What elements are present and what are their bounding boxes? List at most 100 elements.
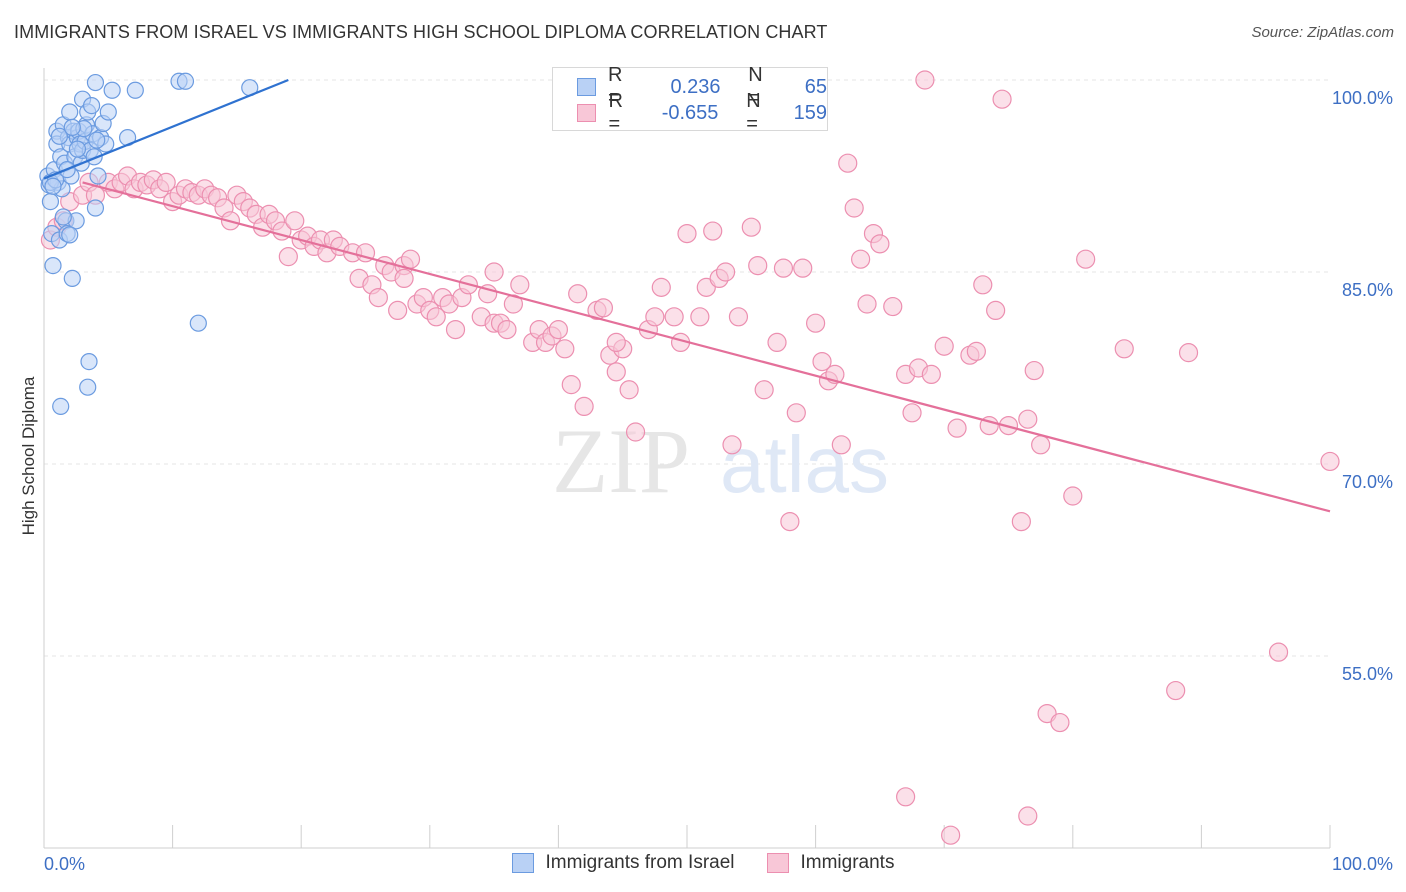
point-israel [99,103,117,121]
point-immigrants [786,403,806,423]
point-immigrants [754,380,774,400]
point-immigrants [548,320,569,340]
point-immigrants [394,268,414,288]
point-immigrants [748,256,768,276]
point-immigrants [677,224,697,244]
point-immigrants [941,825,961,845]
point-immigrants [1268,642,1289,662]
trend-lines [43,78,1331,513]
legend-n-value: 159 [793,101,827,124]
point-immigrants [741,217,761,237]
point-immigrants [1050,712,1070,733]
point-immigrants [1018,806,1038,826]
point-immigrants [484,262,504,282]
point-immigrants [722,435,742,455]
legend-swatch-blue [577,78,596,96]
point-immigrants [445,320,466,340]
point-immigrants [1018,409,1038,429]
point-immigrants [664,307,684,327]
point-immigrants [619,380,639,400]
point-immigrants [1031,435,1051,455]
point-immigrants [703,221,723,241]
point-israel [86,199,105,217]
point-immigrants [870,234,890,254]
point-immigrants [767,332,787,352]
point-immigrants [1178,343,1199,363]
point-immigrants [812,352,832,372]
point-immigrants [400,249,421,269]
point-immigrants [1024,360,1044,381]
point-israel [61,226,79,244]
legend-row-israel: R = 0.236 N = 65 [577,64,827,109]
point-immigrants [497,320,517,340]
point-immigrants [857,294,877,314]
grid-lines [44,79,1330,657]
legend-swatch-pink [766,853,789,873]
point-israel [80,353,98,371]
legend-swatch-pink [577,104,597,122]
legend-label-immigrants: Immigrants [800,852,895,873]
point-immigrants [851,249,871,269]
chart-source: Source: ZipAtlas.com [1251,24,1394,41]
legend-row-immigrants: R = -0.655 N = 159 [577,90,827,135]
point-immigrants [921,364,941,384]
point-israel [126,81,144,99]
point-immigrants [568,284,588,304]
point-israel [103,81,121,99]
trend-line-israel [43,78,289,180]
point-immigrants [986,300,1006,320]
point-israel [61,103,79,121]
y-tick-label: 70.0% [1342,472,1393,492]
legend-r-value: -0.655 [661,101,719,124]
point-immigrants [728,307,749,327]
y-tick-label: 55.0% [1342,664,1393,684]
legend-item-israel: Immigrants from Israel [511,852,735,874]
point-israel [68,140,87,158]
point-immigrants [838,153,858,173]
point-immigrants [285,211,305,231]
point-immigrants [805,313,826,333]
series-legend: Immigrants from Israel Immigrants [0,852,1406,874]
point-israel [63,118,81,136]
point-immigrants [793,258,813,278]
point-israel [86,73,105,92]
legend-r-label: R = [607,64,623,109]
point-israel [176,72,195,90]
axes [43,68,1331,849]
point-immigrants [973,275,993,295]
point-immigrants [715,262,736,282]
point-immigrants [773,258,794,278]
point-immigrants [934,336,954,356]
point-immigrants [561,375,581,395]
point-immigrants [651,277,671,297]
point-immigrants [478,284,498,304]
point-immigrants [896,787,916,807]
point-israel [41,193,60,211]
legend-n-label: N = [746,90,761,135]
watermark-zip: ZIP [552,410,690,512]
x-tick-label-min: 0.0% [44,854,85,874]
y-axis-label: High School Diploma [19,376,38,535]
series-israel-points [39,72,259,415]
point-immigrants [1011,511,1031,532]
correlation-legend: R = 0.236 N = 65 R = -0.655 N = 159 [552,64,828,135]
point-immigrants [593,298,614,318]
point-israel [50,127,69,145]
y-tick-label: 85.0% [1342,280,1393,300]
legend-item-immigrants: Immigrants [766,852,895,874]
point-israel [82,96,101,115]
point-immigrants [388,300,408,320]
point-immigrants [1076,249,1096,269]
legend-n-label: N = [748,64,763,109]
point-israel [54,208,72,226]
point-immigrants [966,341,986,361]
point-immigrants [844,198,864,218]
point-immigrants [574,396,594,416]
point-immigrants [992,89,1012,109]
point-immigrants [902,403,922,423]
watermark-atlas: atlas [720,420,889,509]
point-israel [63,269,81,287]
point-immigrants [625,422,646,442]
legend-swatch-blue [511,853,534,873]
